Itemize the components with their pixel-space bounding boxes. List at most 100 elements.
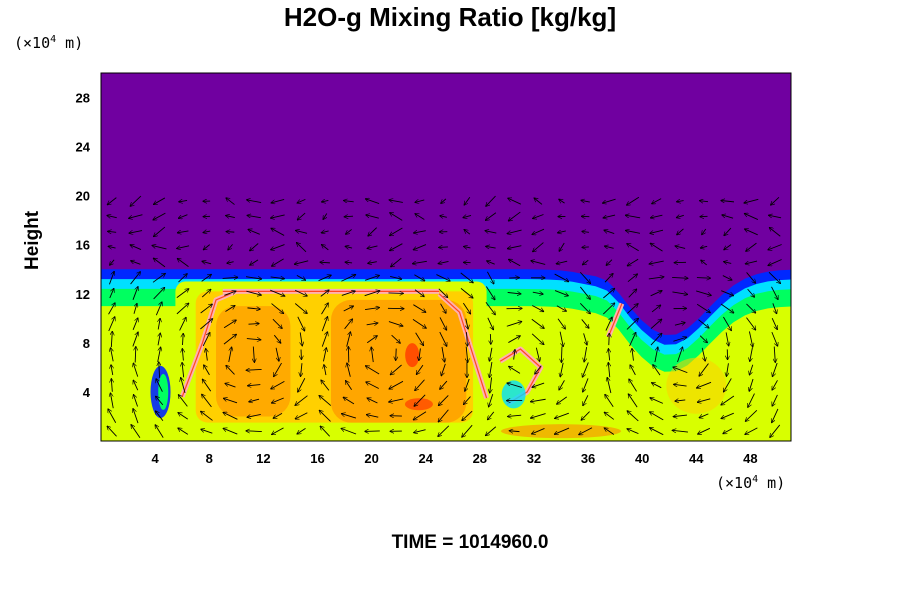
wind-arrow — [365, 366, 380, 375]
wind-arrow — [560, 362, 564, 377]
wind-arrow — [178, 274, 187, 283]
wind-arrow — [366, 415, 379, 418]
wind-arrow — [584, 347, 588, 362]
eddy-pocket — [158, 373, 169, 410]
wind-arrow — [557, 396, 568, 404]
wind-arrow — [223, 334, 236, 345]
wind-arrow — [441, 363, 446, 376]
wind-arrow — [300, 332, 302, 345]
wind-arrow — [559, 380, 565, 390]
wind-arrow — [744, 198, 759, 203]
wind-arrow — [343, 306, 354, 312]
wind-arrow — [247, 215, 261, 217]
plot-frame — [100, 72, 792, 442]
wind-arrow — [607, 377, 612, 394]
wind-arrow — [485, 286, 495, 300]
wind-arrow — [701, 347, 705, 361]
wind-arrow — [439, 331, 447, 346]
wind-arrow — [321, 380, 330, 391]
wind-arrow — [389, 227, 403, 236]
wind-arrow — [153, 197, 166, 204]
wind-arrow — [270, 277, 285, 279]
wind-arrow — [247, 308, 260, 309]
wind-arrow — [390, 364, 402, 375]
y-tick-label: 8 — [83, 336, 90, 351]
wind-arrow — [462, 410, 473, 420]
wind-arrow — [271, 258, 284, 266]
wind-arrow — [531, 318, 544, 328]
wind-arrow — [749, 364, 754, 375]
wind-arrow — [696, 290, 711, 295]
wind-arrow — [535, 365, 542, 374]
wind-arrow — [413, 231, 426, 233]
wind-arrow — [603, 288, 614, 299]
wind-arrow — [341, 414, 357, 419]
wind-arrow — [224, 291, 236, 296]
wind-arrow — [320, 426, 331, 437]
wind-arrow — [490, 334, 491, 344]
wind-arrow — [226, 216, 235, 218]
cell-core-right — [331, 299, 467, 423]
wind-arrow — [366, 336, 377, 344]
wind-arrow — [366, 215, 379, 219]
wind-arrow — [559, 331, 563, 347]
wind-arrow — [107, 197, 117, 205]
wind-arrow — [485, 426, 497, 436]
wind-arrow — [675, 400, 686, 401]
wind-arrow — [227, 262, 234, 264]
wind-arrow — [223, 320, 236, 329]
wind-arrow — [250, 259, 259, 265]
wind-arrow — [463, 396, 471, 405]
wind-arrow — [629, 332, 636, 347]
wind-arrow — [556, 261, 568, 264]
wind-arrow — [200, 304, 213, 314]
wind-arrow — [390, 276, 402, 279]
wind-arrow — [271, 397, 284, 403]
wind-arrow — [343, 201, 354, 202]
chart-title: H2O-g Mixing Ratio [kg/kg] — [283, 2, 617, 32]
wind-arrow — [464, 230, 471, 235]
wind-arrow — [724, 244, 732, 250]
wind-arrow — [271, 199, 285, 202]
wind-arrow — [271, 228, 285, 236]
wind-arrow — [462, 302, 470, 314]
wind-arrow — [364, 275, 379, 281]
wind-arrow — [182, 362, 184, 378]
wind-arrow — [530, 413, 546, 419]
wind-arrow — [696, 278, 711, 279]
wind-arrow — [202, 379, 212, 392]
y-tick-labels: 4 8 12 16 20 24 28 — [76, 91, 91, 400]
wind-arrow — [650, 214, 663, 218]
wind-arrow — [133, 394, 138, 407]
wind-arrow — [178, 413, 188, 420]
wind-arrow — [699, 413, 709, 418]
wind-arrow — [677, 201, 684, 202]
wind-arrow — [696, 381, 712, 388]
wind-arrow — [110, 393, 114, 409]
wind-arrow — [414, 394, 426, 406]
wind-arrow — [438, 425, 450, 437]
wind-arrow — [364, 291, 380, 297]
wind-arrow — [275, 347, 279, 361]
wind-arrow — [415, 332, 424, 346]
wind-arrow — [247, 414, 261, 417]
wind-arrow — [460, 287, 473, 298]
wind-arrow — [532, 228, 545, 234]
x-tick-labels: 4 8 12 16 20 24 28 32 36 40 44 48 — [152, 451, 758, 466]
x-tick-label: 12 — [256, 451, 270, 466]
wind-arrow — [772, 380, 778, 390]
wind-arrow — [532, 427, 545, 434]
hot-spot — [405, 343, 420, 368]
wind-arrow — [178, 428, 189, 435]
wind-arrow — [108, 317, 115, 332]
wind-arrow — [107, 215, 117, 217]
wind-arrow — [131, 425, 141, 439]
right-cell — [666, 357, 727, 414]
wind-arrow — [604, 412, 615, 420]
wind-arrow — [155, 302, 162, 316]
wind-arrow — [507, 245, 522, 249]
wind-arrow — [225, 306, 234, 312]
wind-arrow — [605, 394, 614, 407]
wind-arrow — [628, 289, 637, 298]
wind-arrow — [604, 246, 614, 248]
